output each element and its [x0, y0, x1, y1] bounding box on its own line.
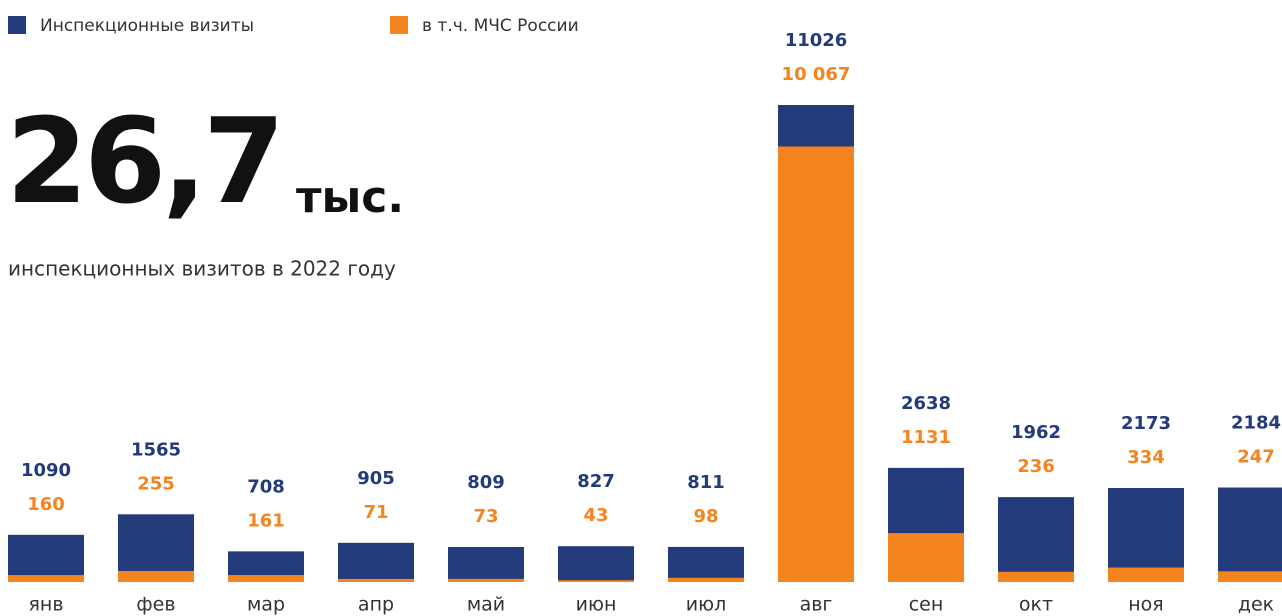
bar: [668, 546, 744, 582]
headline-unit: тыс.: [296, 172, 404, 223]
bar: [668, 577, 744, 582]
bar: [1218, 571, 1282, 582]
value-label: 73: [473, 506, 498, 527]
value-label: 247: [1237, 447, 1275, 468]
value-label: 1131: [901, 427, 951, 448]
bar: [778, 146, 854, 582]
legend-swatch: [390, 16, 408, 34]
legend-swatch: [8, 16, 26, 34]
value-label: 98: [693, 506, 718, 527]
x-tick-label: июн: [576, 594, 617, 616]
x-tick-label: мар: [247, 594, 285, 616]
legend-label: в т.ч. МЧС России: [422, 16, 579, 36]
bar: [998, 571, 1074, 582]
value-label: 809: [467, 472, 505, 493]
value-label: 11026: [785, 30, 848, 51]
legend-label: Инспекционные визиты: [40, 16, 254, 36]
x-tick-label: ноя: [1128, 594, 1163, 616]
x-tick-label: фев: [136, 594, 175, 616]
x-tick-label: апр: [358, 594, 394, 616]
value-label: 161: [247, 510, 285, 531]
bar: [558, 580, 634, 582]
value-label: 905: [357, 468, 395, 489]
bar: [888, 533, 964, 582]
value-label: 10 067: [782, 64, 851, 85]
value-label: 2638: [901, 393, 951, 414]
bar: [8, 575, 84, 582]
value-label: 71: [363, 502, 388, 523]
bar: [1218, 487, 1282, 582]
bar: [1108, 487, 1184, 582]
x-tick-label: июл: [686, 594, 727, 616]
x-tick-label: май: [467, 594, 505, 616]
bar: [118, 570, 194, 582]
value-label: 43: [583, 505, 608, 526]
headline: 26,7: [6, 92, 281, 230]
x-tick-label: дек: [1238, 594, 1274, 616]
value-label: 827: [577, 471, 615, 492]
bar: [338, 542, 414, 582]
x-tick-label: янв: [28, 594, 63, 616]
bar: [8, 534, 84, 582]
bar: [448, 578, 524, 582]
value-label: 1090: [21, 460, 71, 481]
value-label: 811: [687, 472, 725, 493]
value-label: 1962: [1011, 422, 1061, 443]
bar: [118, 514, 194, 582]
value-label: 160: [27, 494, 65, 515]
value-label: 708: [247, 476, 285, 497]
value-label: 2184: [1231, 413, 1281, 434]
bar: [1108, 567, 1184, 582]
x-tick-label: авг: [800, 594, 833, 616]
value-label: 1565: [131, 439, 181, 460]
value-label: 255: [137, 473, 175, 494]
bar: [558, 546, 634, 582]
value-label: 236: [1017, 456, 1055, 477]
subtitle: инспекционных визитов в 2022 году: [8, 257, 396, 281]
value-label: 2173: [1121, 413, 1171, 434]
value-label: 334: [1127, 447, 1165, 468]
x-tick-label: сен: [909, 594, 944, 616]
bar: [338, 578, 414, 582]
bar: [228, 575, 304, 582]
x-tick-label: окт: [1019, 594, 1053, 616]
bar: [998, 497, 1074, 582]
bar: [448, 547, 524, 582]
